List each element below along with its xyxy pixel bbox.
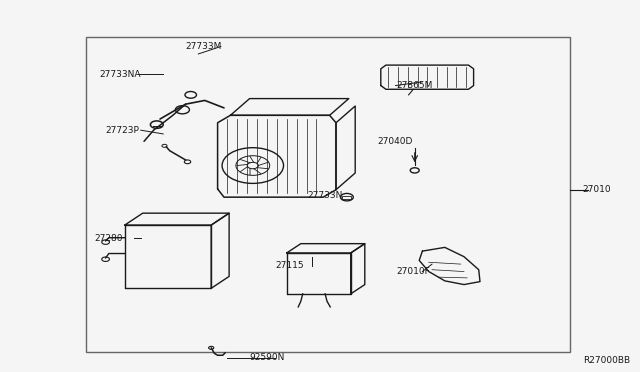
Text: 27010: 27010: [582, 185, 611, 194]
Text: 27733M: 27733M: [186, 42, 222, 51]
Bar: [86, 37, 570, 352]
Text: 27010F: 27010F: [397, 267, 431, 276]
Text: 27280: 27280: [95, 234, 124, 243]
Text: 27865M: 27865M: [397, 81, 433, 90]
Text: 92590N: 92590N: [250, 353, 285, 362]
Bar: [342, 196, 351, 199]
Text: 27733N: 27733N: [307, 191, 342, 200]
Text: 27040D: 27040D: [378, 137, 413, 146]
Text: 27723P: 27723P: [106, 126, 140, 135]
Text: 27115: 27115: [275, 262, 304, 270]
Text: R27000BB: R27000BB: [583, 356, 630, 365]
Text: 27733NA: 27733NA: [99, 70, 141, 79]
